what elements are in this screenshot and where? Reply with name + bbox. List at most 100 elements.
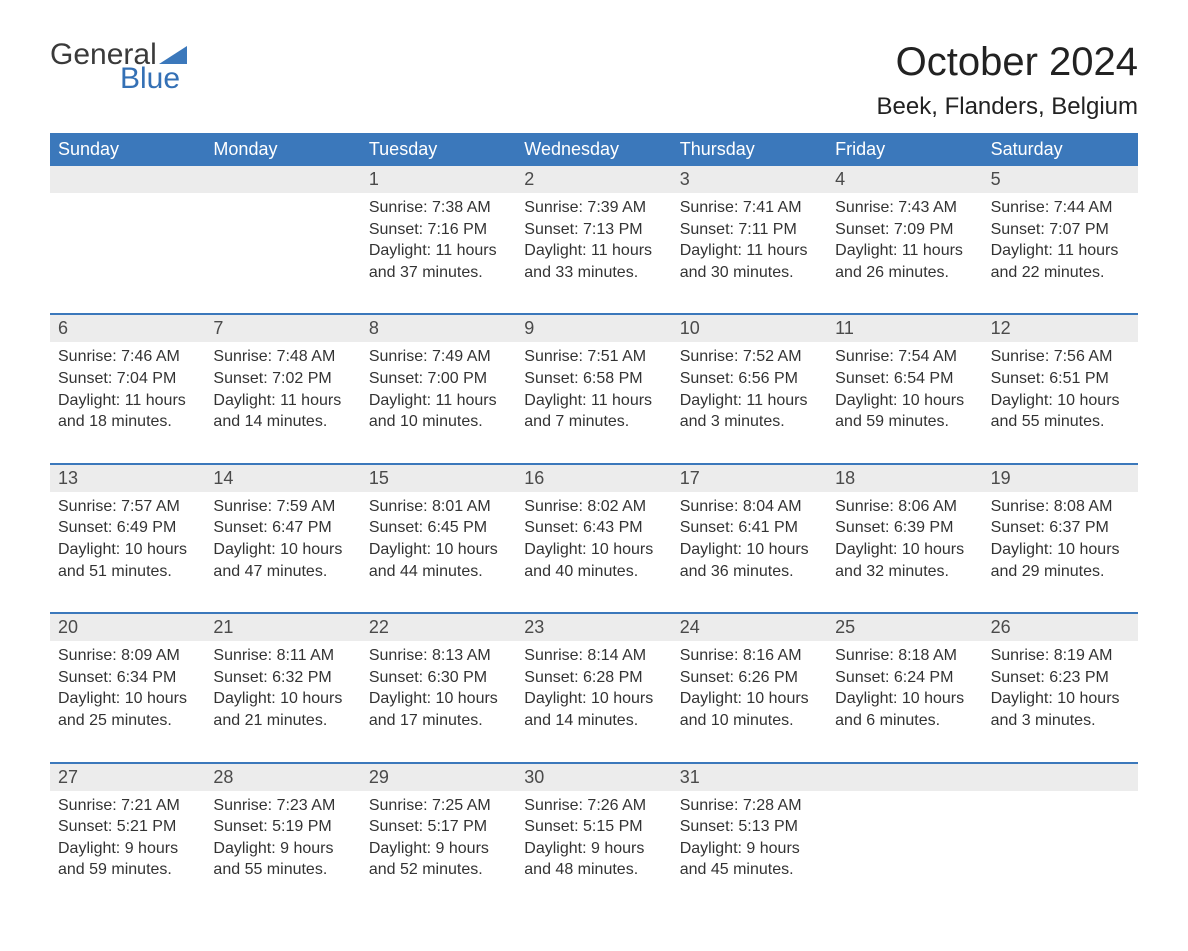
day-cell: Sunrise: 8:19 AMSunset: 6:23 PMDaylight:…	[983, 641, 1138, 761]
daylight-text: Daylight: 9 hours and 45 minutes.	[680, 838, 819, 881]
calendar-week: 20212223242526Sunrise: 8:09 AMSunset: 6:…	[50, 612, 1138, 761]
daylight-text: Daylight: 10 hours and 3 minutes.	[991, 688, 1130, 731]
sunrise-text: Sunrise: 8:16 AM	[680, 645, 819, 667]
daylight-text: Daylight: 11 hours and 33 minutes.	[524, 240, 663, 283]
sunrise-text: Sunrise: 7:56 AM	[991, 346, 1130, 368]
day-cell: Sunrise: 8:01 AMSunset: 6:45 PMDaylight:…	[361, 492, 516, 612]
daylight-text: Daylight: 10 hours and 47 minutes.	[213, 539, 352, 582]
sunset-text: Sunset: 6:47 PM	[213, 517, 352, 539]
day-number: 4	[827, 166, 982, 193]
day-number: 28	[205, 764, 360, 791]
daylight-text: Daylight: 10 hours and 44 minutes.	[369, 539, 508, 582]
day-cell: Sunrise: 7:54 AMSunset: 6:54 PMDaylight:…	[827, 342, 982, 462]
sunrise-text: Sunrise: 7:39 AM	[524, 197, 663, 219]
day-number: 2	[516, 166, 671, 193]
sunrise-text: Sunrise: 7:44 AM	[991, 197, 1130, 219]
daylight-text: Daylight: 9 hours and 55 minutes.	[213, 838, 352, 881]
day-number	[983, 764, 1138, 791]
day-cell: Sunrise: 7:26 AMSunset: 5:15 PMDaylight:…	[516, 791, 671, 911]
day-number: 9	[516, 315, 671, 342]
sunset-text: Sunset: 6:43 PM	[524, 517, 663, 539]
day-number	[205, 166, 360, 193]
sunset-text: Sunset: 6:37 PM	[991, 517, 1130, 539]
daylight-text: Daylight: 10 hours and 17 minutes.	[369, 688, 508, 731]
day-number: 31	[672, 764, 827, 791]
sunset-text: Sunset: 5:19 PM	[213, 816, 352, 838]
day-cell: Sunrise: 8:11 AMSunset: 6:32 PMDaylight:…	[205, 641, 360, 761]
sunset-text: Sunset: 5:15 PM	[524, 816, 663, 838]
day-number: 21	[205, 614, 360, 641]
day-number: 12	[983, 315, 1138, 342]
sunrise-text: Sunrise: 8:08 AM	[991, 496, 1130, 518]
sunset-text: Sunset: 7:16 PM	[369, 219, 508, 241]
sunrise-text: Sunrise: 7:51 AM	[524, 346, 663, 368]
day-cell: Sunrise: 8:14 AMSunset: 6:28 PMDaylight:…	[516, 641, 671, 761]
day-cell: Sunrise: 8:16 AMSunset: 6:26 PMDaylight:…	[672, 641, 827, 761]
day-number: 7	[205, 315, 360, 342]
sunset-text: Sunset: 7:11 PM	[680, 219, 819, 241]
day-number-row: 2728293031	[50, 764, 1138, 791]
logo-text-blue: Blue	[120, 64, 187, 94]
daylight-text: Daylight: 10 hours and 40 minutes.	[524, 539, 663, 582]
day-number: 1	[361, 166, 516, 193]
sunset-text: Sunset: 6:54 PM	[835, 368, 974, 390]
daylight-text: Daylight: 10 hours and 25 minutes.	[58, 688, 197, 731]
day-number: 5	[983, 166, 1138, 193]
sunrise-text: Sunrise: 7:46 AM	[58, 346, 197, 368]
day-cell: Sunrise: 7:25 AMSunset: 5:17 PMDaylight:…	[361, 791, 516, 911]
day-cell: Sunrise: 8:09 AMSunset: 6:34 PMDaylight:…	[50, 641, 205, 761]
page-header: General Blue October 2024 Beek, Flanders…	[50, 40, 1138, 121]
daylight-text: Daylight: 10 hours and 59 minutes.	[835, 390, 974, 433]
day-cell: Sunrise: 7:23 AMSunset: 5:19 PMDaylight:…	[205, 791, 360, 911]
daylight-text: Daylight: 11 hours and 22 minutes.	[991, 240, 1130, 283]
sunrise-text: Sunrise: 8:01 AM	[369, 496, 508, 518]
daylight-text: Daylight: 11 hours and 7 minutes.	[524, 390, 663, 433]
daylight-text: Daylight: 11 hours and 18 minutes.	[58, 390, 197, 433]
day-cell: Sunrise: 8:18 AMSunset: 6:24 PMDaylight:…	[827, 641, 982, 761]
day-number: 15	[361, 465, 516, 492]
daylight-text: Daylight: 10 hours and 6 minutes.	[835, 688, 974, 731]
dow-thursday: Thursday	[672, 133, 827, 166]
day-number: 3	[672, 166, 827, 193]
sunrise-text: Sunrise: 7:21 AM	[58, 795, 197, 817]
day-number	[50, 166, 205, 193]
sunrise-text: Sunrise: 8:18 AM	[835, 645, 974, 667]
sunset-text: Sunset: 6:39 PM	[835, 517, 974, 539]
dow-saturday: Saturday	[983, 133, 1138, 166]
daylight-text: Daylight: 11 hours and 26 minutes.	[835, 240, 974, 283]
day-number: 6	[50, 315, 205, 342]
sunrise-text: Sunrise: 7:52 AM	[680, 346, 819, 368]
day-number: 30	[516, 764, 671, 791]
month-title: October 2024	[877, 40, 1138, 85]
dow-wednesday: Wednesday	[516, 133, 671, 166]
dow-tuesday: Tuesday	[361, 133, 516, 166]
day-cell: Sunrise: 7:48 AMSunset: 7:02 PMDaylight:…	[205, 342, 360, 462]
day-number: 13	[50, 465, 205, 492]
day-number: 19	[983, 465, 1138, 492]
sunrise-text: Sunrise: 7:48 AM	[213, 346, 352, 368]
day-cell	[205, 193, 360, 313]
sunset-text: Sunset: 6:41 PM	[680, 517, 819, 539]
calendar-week: 2728293031Sunrise: 7:21 AMSunset: 5:21 P…	[50, 762, 1138, 911]
sunrise-text: Sunrise: 7:57 AM	[58, 496, 197, 518]
day-cell: Sunrise: 7:28 AMSunset: 5:13 PMDaylight:…	[672, 791, 827, 911]
day-cell: Sunrise: 7:43 AMSunset: 7:09 PMDaylight:…	[827, 193, 982, 313]
sunrise-text: Sunrise: 7:28 AM	[680, 795, 819, 817]
day-cell: Sunrise: 7:44 AMSunset: 7:07 PMDaylight:…	[983, 193, 1138, 313]
day-number: 23	[516, 614, 671, 641]
sunset-text: Sunset: 6:30 PM	[369, 667, 508, 689]
day-of-week-header: Sunday Monday Tuesday Wednesday Thursday…	[50, 133, 1138, 166]
day-cell	[50, 193, 205, 313]
sunrise-text: Sunrise: 7:59 AM	[213, 496, 352, 518]
sunset-text: Sunset: 7:02 PM	[213, 368, 352, 390]
daylight-text: Daylight: 10 hours and 55 minutes.	[991, 390, 1130, 433]
day-number: 17	[672, 465, 827, 492]
day-cell: Sunrise: 7:21 AMSunset: 5:21 PMDaylight:…	[50, 791, 205, 911]
sunset-text: Sunset: 6:56 PM	[680, 368, 819, 390]
daylight-text: Daylight: 10 hours and 51 minutes.	[58, 539, 197, 582]
sunset-text: Sunset: 6:51 PM	[991, 368, 1130, 390]
day-number	[827, 764, 982, 791]
sunrise-text: Sunrise: 8:13 AM	[369, 645, 508, 667]
sunrise-text: Sunrise: 7:49 AM	[369, 346, 508, 368]
dow-friday: Friday	[827, 133, 982, 166]
